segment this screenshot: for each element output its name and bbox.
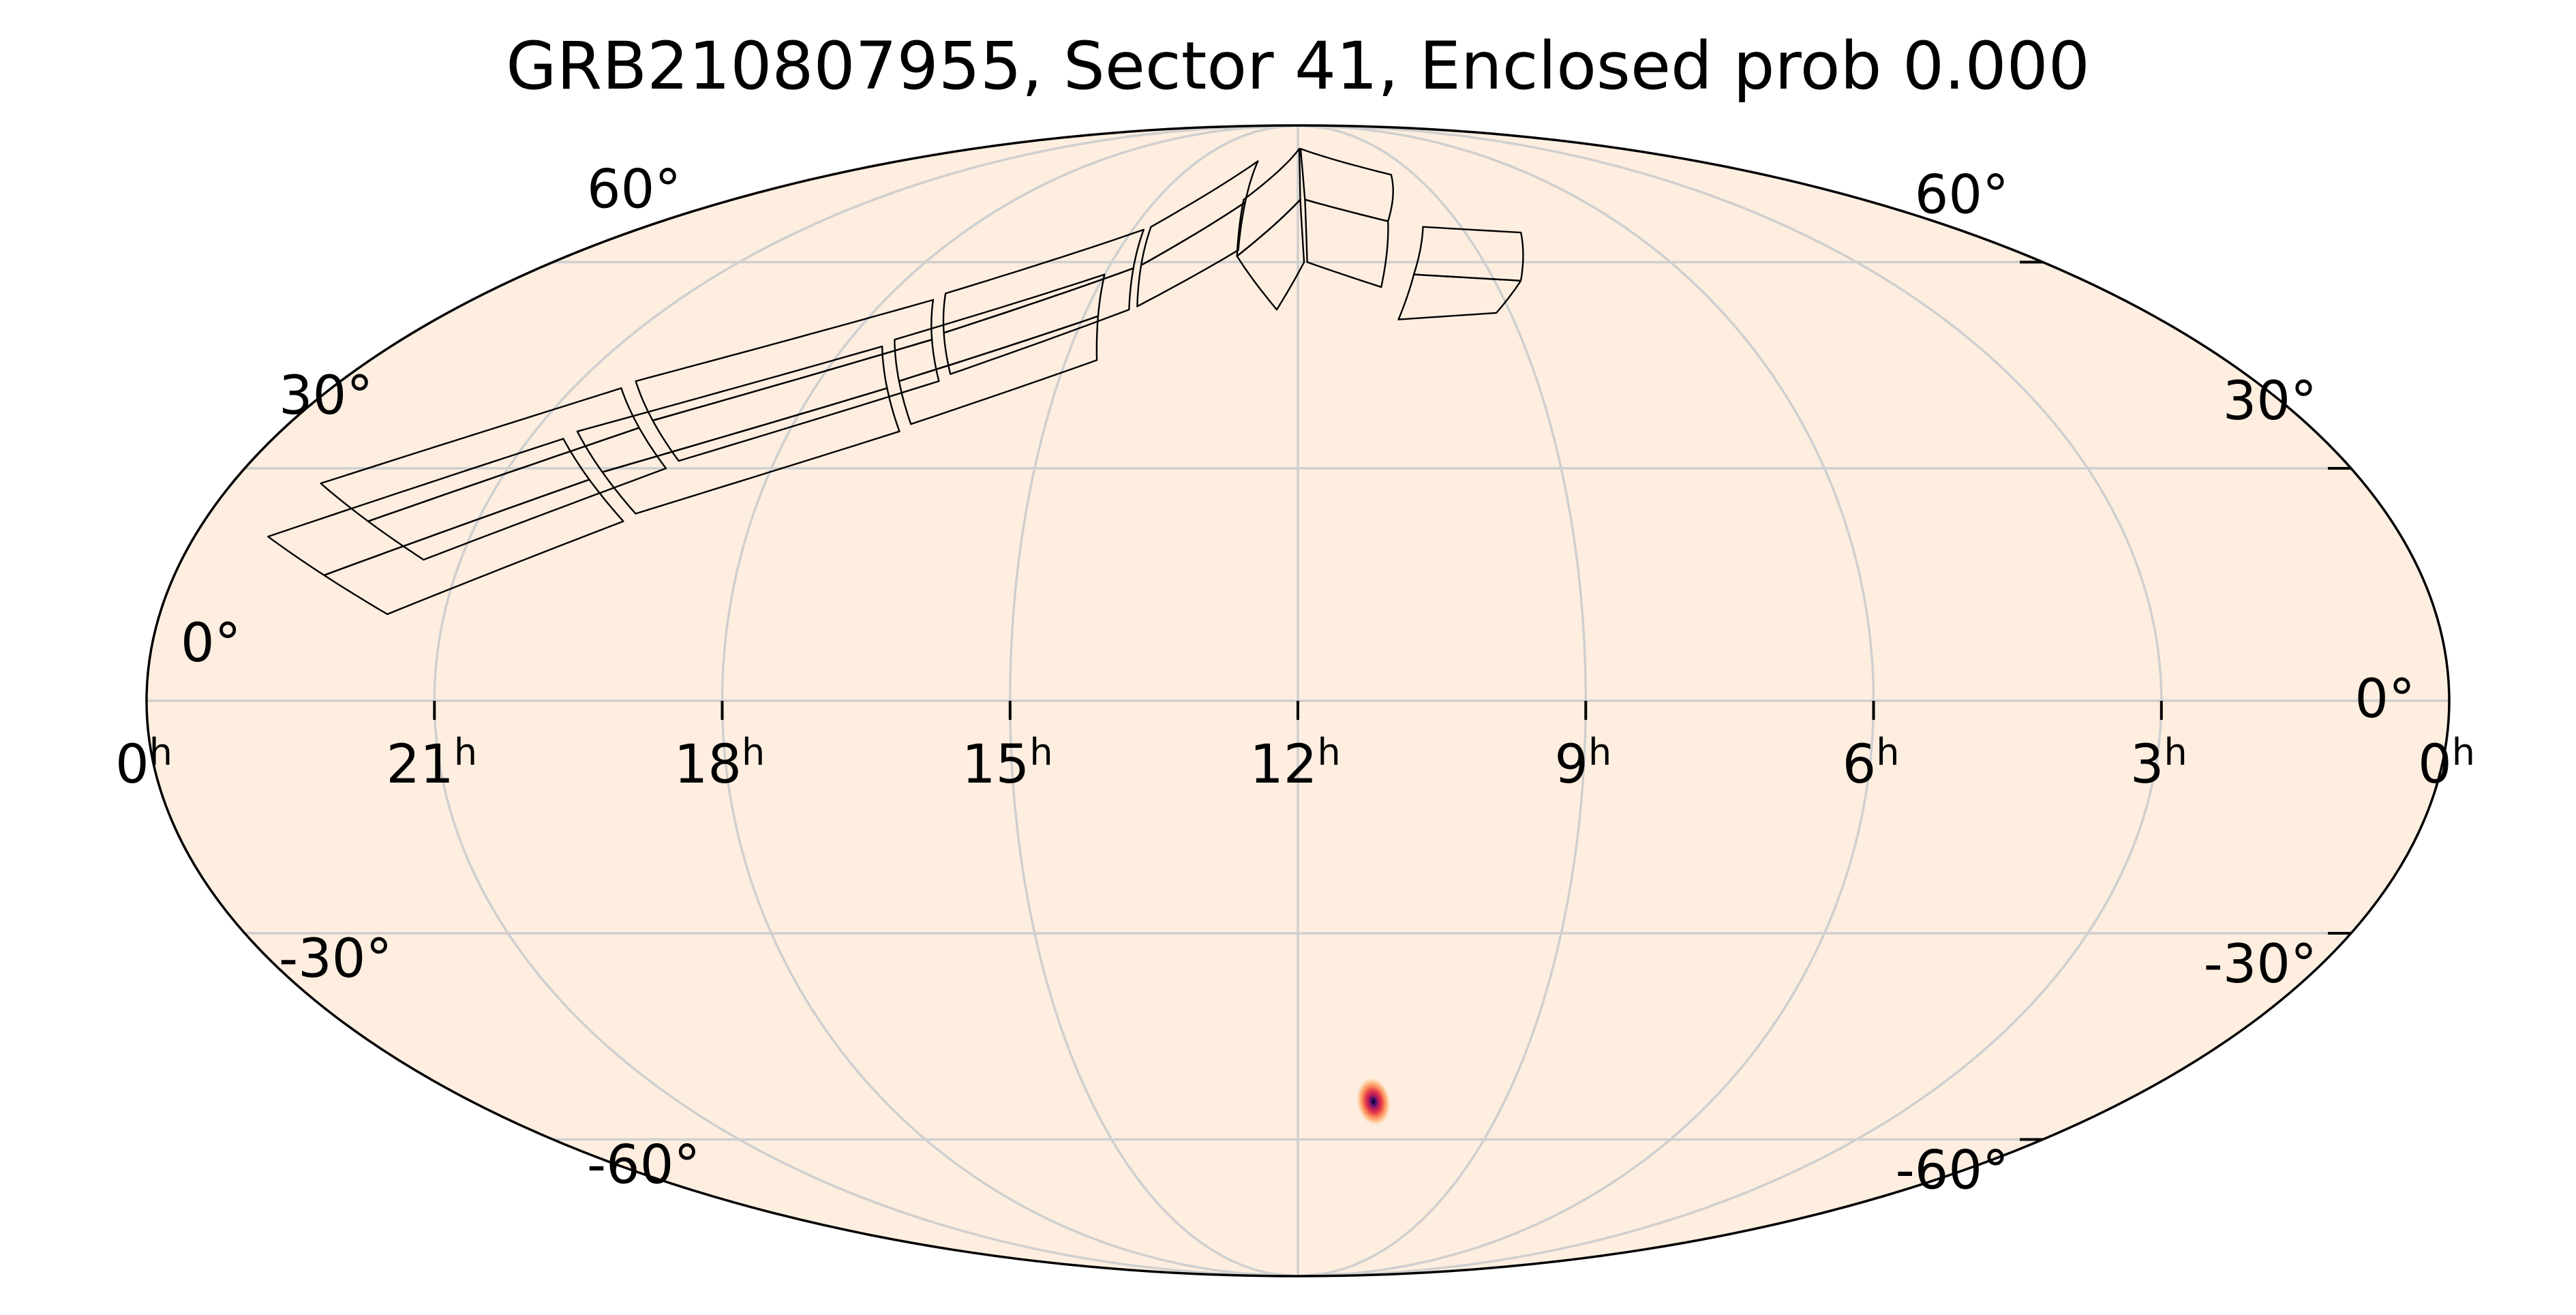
ra-tick-label: 6h bbox=[1843, 731, 1900, 796]
probability-heatmap bbox=[1355, 1076, 1392, 1127]
ccd-outline bbox=[576, 345, 888, 473]
ccd-outline bbox=[1299, 147, 1394, 222]
ra-tick-label: 0h bbox=[115, 731, 172, 796]
chart-title: GRB210807955, Sector 41, Enclosed prob 0… bbox=[506, 28, 2090, 104]
dec-tick-label-left: -30° bbox=[2204, 934, 2317, 995]
tess-camera bbox=[267, 387, 667, 616]
dec-tick-label-left: 30° bbox=[2223, 371, 2317, 432]
dec-tick-label-right: 0° bbox=[181, 613, 241, 674]
ra-tick-label: 12h bbox=[1249, 731, 1341, 796]
ccd-outline bbox=[894, 273, 1106, 382]
ra-tick-labels: 0h 21h 18h 15h 12h 9h 6h 3h 0h bbox=[115, 731, 2475, 796]
ccd-outline bbox=[1236, 147, 1301, 257]
ccd-outline bbox=[635, 299, 935, 421]
dec-tick-marks bbox=[2020, 260, 2351, 1141]
tess-camera bbox=[576, 299, 940, 515]
ccd-outline bbox=[1140, 160, 1259, 267]
tess-camera bbox=[1299, 147, 1524, 320]
ccd-outline bbox=[267, 438, 590, 576]
ccd-outline bbox=[942, 228, 1145, 334]
ra-tick-label: 3h bbox=[2130, 731, 2187, 796]
ra-tick-marks bbox=[433, 701, 2163, 720]
ra-tick-label: 9h bbox=[1554, 731, 1611, 796]
ra-tick-label: 18h bbox=[674, 731, 766, 796]
tess-sector-footprint bbox=[267, 147, 1524, 616]
sky-boundary bbox=[145, 124, 2451, 1278]
tess-camera bbox=[1136, 147, 1305, 311]
ccd-outline bbox=[1412, 226, 1524, 282]
ra-tick-label: 15h bbox=[962, 731, 1053, 796]
dec-tick-label-right: 30° bbox=[279, 365, 373, 427]
dec-tick-label-right: 60° bbox=[587, 160, 681, 221]
ra-tick-label: 0h bbox=[2418, 731, 2475, 796]
dec-tick-label-left: 60° bbox=[1915, 165, 2009, 226]
dec-tick-label-left: 0° bbox=[2354, 669, 2415, 730]
probability-peak bbox=[1355, 1076, 1392, 1127]
ccd-outline bbox=[320, 387, 640, 522]
dec-tick-labels: 60° 60° 30° 30° 0° 0° -30° -30° -60° -60° bbox=[181, 160, 2415, 1202]
tess-camera bbox=[894, 228, 1145, 425]
dec-tick-label-right: -60° bbox=[587, 1135, 700, 1196]
dec-tick-label-left: -60° bbox=[1896, 1140, 2009, 1202]
ra-tick-label: 21h bbox=[387, 731, 478, 796]
dec-tick-label-right: -30° bbox=[279, 928, 392, 990]
